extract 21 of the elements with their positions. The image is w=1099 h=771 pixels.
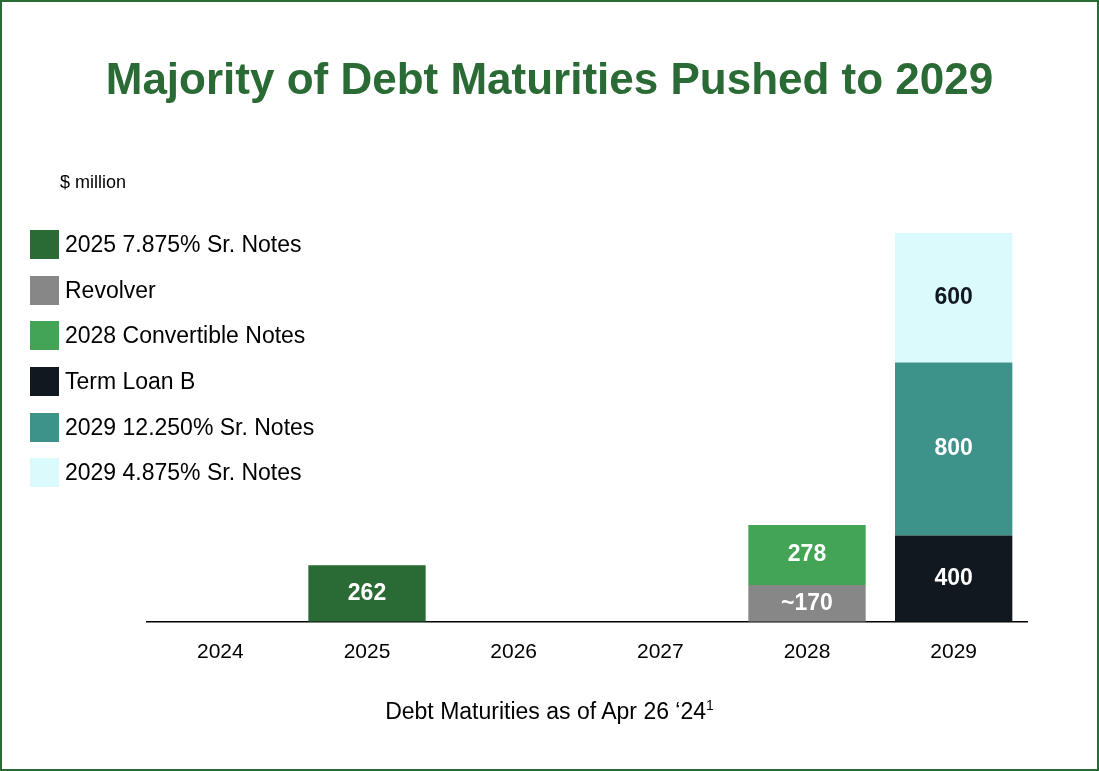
chart-title: Majority of Debt Maturities Pushed to 2029 — [104, 54, 995, 104]
x-tick-label: 2025 — [343, 639, 391, 663]
data-label: ~170 — [781, 588, 833, 615]
y-axis-title: $ million — [60, 172, 127, 193]
x-tick-label: 2027 — [636, 639, 684, 663]
data-label: 800 — [934, 434, 973, 461]
legend-label: 2025 7.875% Sr. Notes — [65, 231, 302, 259]
x-tick-label: 2029 — [930, 639, 978, 663]
data-label: 278 — [787, 540, 827, 567]
legend-label: 2028 Convertible Notes — [65, 322, 306, 350]
legend-label: Term Loan B — [65, 368, 196, 396]
data-label: 600 — [934, 283, 973, 310]
x-tick-label: 2026 — [490, 639, 538, 663]
legend-label: 2029 4.875% Sr. Notes — [65, 459, 302, 487]
data-label: 400 — [934, 563, 973, 590]
legend-label: 2029 12.250% Sr. Notes — [65, 413, 315, 441]
x-tick-label: 2028 — [783, 639, 831, 663]
data-label: 262 — [347, 578, 387, 605]
x-axis-title: Debt Maturities as of Apr 26 ‘24$^{1}$ — [384, 697, 715, 725]
legend-label: Revolver — [65, 276, 156, 304]
x-tick-label: 2024 — [196, 639, 245, 663]
